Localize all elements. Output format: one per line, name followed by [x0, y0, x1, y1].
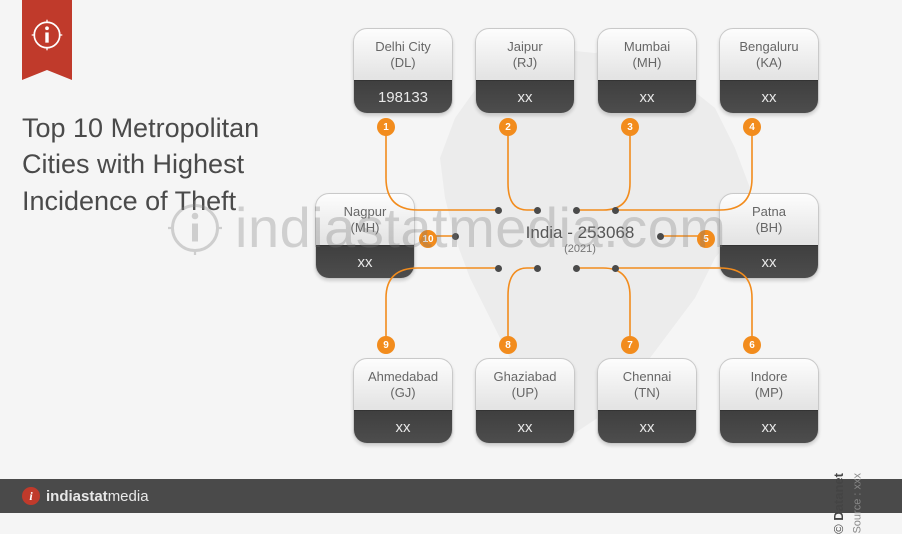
- connectors: [295, 18, 865, 458]
- map-dot: [534, 265, 541, 272]
- source: Source : xxx: [852, 473, 864, 534]
- footer-brand-prefix: indiastat: [46, 488, 108, 505]
- rank-badge: 3: [621, 118, 639, 136]
- map-dot: [534, 207, 541, 214]
- rank-badge: 7: [621, 336, 639, 354]
- copyright-symbol: ©: [831, 524, 846, 534]
- rank-badge: 8: [499, 336, 517, 354]
- map-dot: [452, 233, 459, 240]
- map-dot: [573, 207, 580, 214]
- rank-badge: 4: [743, 118, 761, 136]
- rank-badge: 10: [419, 230, 437, 248]
- footer-brand-suffix: media: [108, 488, 149, 505]
- map-dot: [573, 265, 580, 272]
- map-dot: [612, 207, 619, 214]
- copyright-name: Datanet: [831, 473, 846, 521]
- map-area: India - 253068 (2021) Delhi City(DL)1981…: [295, 18, 865, 458]
- rank-badge: 6: [743, 336, 761, 354]
- footer-logo: i indiastatmedia: [22, 487, 149, 505]
- footer: i indiastatmedia: [0, 479, 902, 513]
- rank-badge: 1: [377, 118, 395, 136]
- copyright: © Datanet: [831, 473, 846, 534]
- footer-logo-icon: i: [22, 487, 40, 505]
- map-dot: [612, 265, 619, 272]
- rank-badge: 5: [697, 230, 715, 248]
- source-label: Source :: [852, 493, 864, 534]
- page-title: Top 10 Metropolitan Cities with Highest …: [22, 110, 287, 219]
- info-badge: [22, 0, 72, 70]
- rank-badge: 2: [499, 118, 517, 136]
- map-dot: [657, 233, 664, 240]
- source-value: xxx: [852, 473, 864, 490]
- info-icon: [30, 18, 64, 52]
- rank-badge: 9: [377, 336, 395, 354]
- map-dot: [495, 265, 502, 272]
- map-dot: [495, 207, 502, 214]
